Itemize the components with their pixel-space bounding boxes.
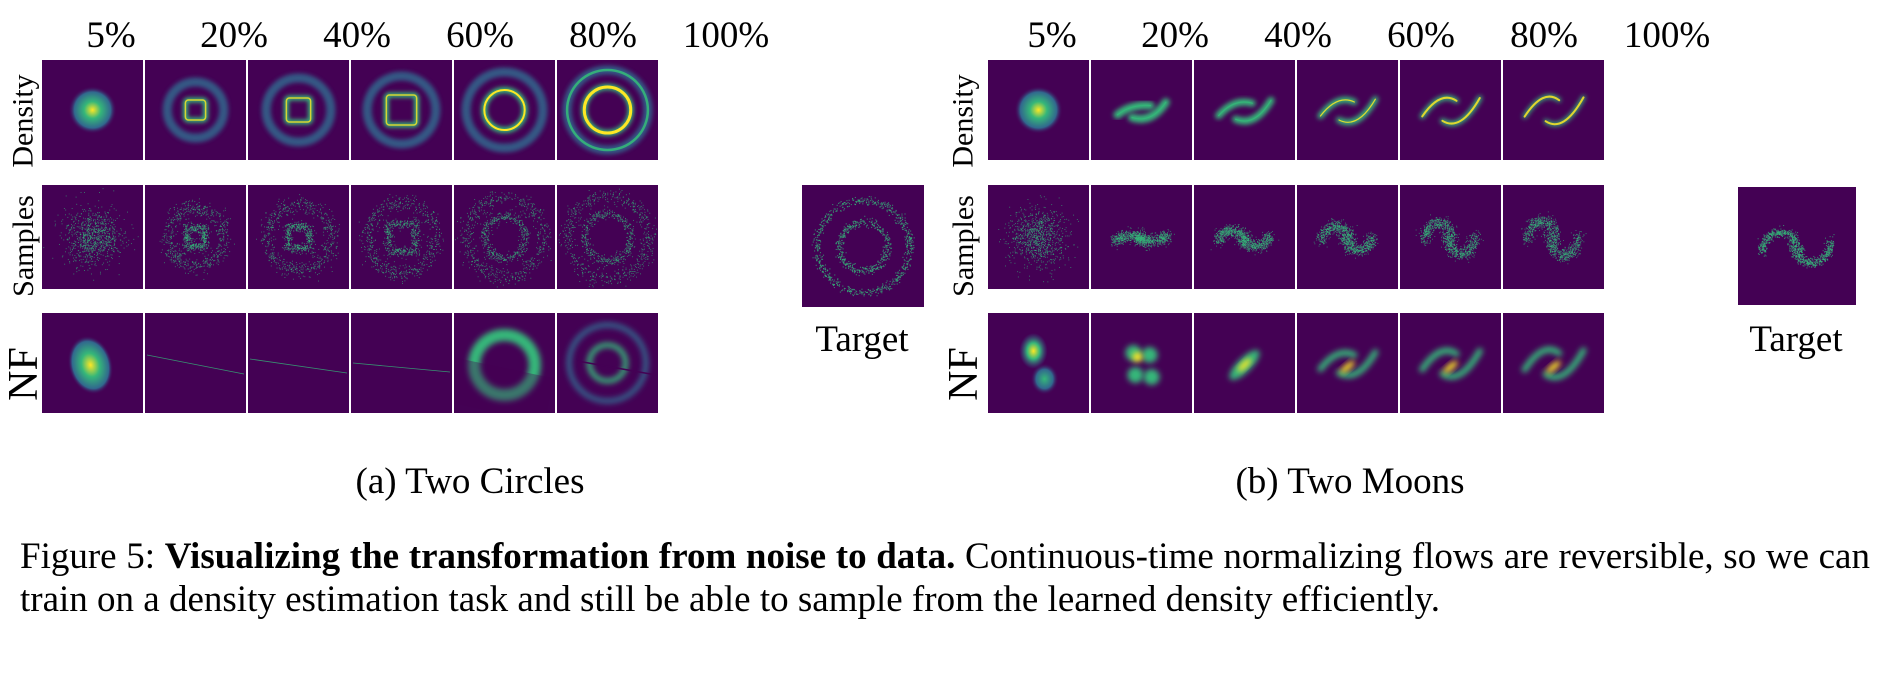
moons-density-image-1	[988, 60, 1089, 160]
moons-density-image-6	[1503, 60, 1604, 160]
caption-bold-title: Visualizing the transformation from nois…	[164, 536, 956, 577]
moons-density-image-4	[1297, 60, 1398, 160]
circles-samples-image-2	[145, 185, 246, 289]
col-header: 40%	[1264, 15, 1332, 56]
row-label-density: Density	[947, 74, 981, 168]
circles-samples-image-6	[557, 185, 658, 289]
col-header: 60%	[446, 15, 514, 56]
row-label-nf: NF	[1, 347, 48, 401]
subfigure-caption: (b) Two Moons	[1235, 461, 1465, 502]
panel-two-circles: 5% 20% 40% 60% 80% 100% Density Samples …	[0, 0, 930, 520]
circles-samples-image-3	[248, 185, 349, 289]
row-label-density: Density	[7, 74, 41, 168]
moons-samples-image-4	[1297, 185, 1398, 289]
circles-density-image-1	[42, 60, 143, 160]
circles-nf-image-2	[145, 313, 246, 413]
caption-prefix: Figure 5:	[20, 536, 165, 577]
target-samples-image	[1738, 187, 1856, 305]
col-header: 60%	[1387, 15, 1455, 56]
moons-nf-image-1	[988, 313, 1089, 413]
subfigure-caption: (a) Two Circles	[355, 461, 585, 502]
circles-samples-image-4	[351, 185, 452, 289]
circles-density-image-5	[454, 60, 555, 160]
circles-nf-image-3	[248, 313, 349, 413]
target-label: Target	[1749, 319, 1843, 360]
moons-samples-image-5	[1400, 185, 1501, 289]
moons-nf-image-4	[1297, 313, 1398, 413]
moons-density-image-3	[1194, 60, 1295, 160]
row-label-samples: Samples	[7, 195, 41, 297]
panel-two-moons: 5% 20% 40% 60% 80% 100% Density Samples …	[940, 0, 1887, 520]
circles-nf-image-1	[42, 313, 143, 413]
col-header: 20%	[200, 15, 268, 56]
col-header: 5%	[1027, 15, 1077, 56]
col-header: 40%	[323, 15, 391, 56]
row-label-nf: NF	[941, 347, 988, 401]
col-header: 20%	[1141, 15, 1209, 56]
circles-nf-image-6	[557, 313, 658, 413]
col-header: 5%	[86, 15, 136, 56]
moons-samples-image-2	[1091, 185, 1192, 289]
circles-nf-image-5	[454, 313, 555, 413]
circles-samples-image-1	[42, 185, 143, 289]
moons-density-image-5	[1400, 60, 1501, 160]
moons-density-image-2	[1091, 60, 1192, 160]
moons-nf-image-3	[1194, 313, 1295, 413]
moons-nf-image-5	[1400, 313, 1501, 413]
col-header: 100%	[1623, 15, 1711, 56]
col-header: 100%	[682, 15, 770, 56]
moons-samples-image-6	[1503, 185, 1604, 289]
moons-samples-image-1	[988, 185, 1089, 289]
circles-density-image-4	[351, 60, 452, 160]
circles-density-image-6	[557, 60, 658, 160]
row-label-samples: Samples	[947, 195, 981, 297]
col-header: 80%	[569, 15, 637, 56]
moons-nf-image-6	[1503, 313, 1604, 413]
target-samples-image	[802, 185, 924, 307]
caption-body: Continuous-time normalizing flows are re…	[20, 536, 1870, 620]
circles-density-image-3	[248, 60, 349, 160]
moons-nf-image-2	[1091, 313, 1192, 413]
circles-density-image-2	[145, 60, 246, 160]
figure-caption: Figure 5: Visualizing the transformation…	[20, 535, 1870, 621]
col-header: 80%	[1510, 15, 1578, 56]
moons-samples-image-3	[1194, 185, 1295, 289]
target-label: Target	[815, 319, 909, 360]
circles-nf-image-4	[351, 313, 452, 413]
circles-samples-image-5	[454, 185, 555, 289]
